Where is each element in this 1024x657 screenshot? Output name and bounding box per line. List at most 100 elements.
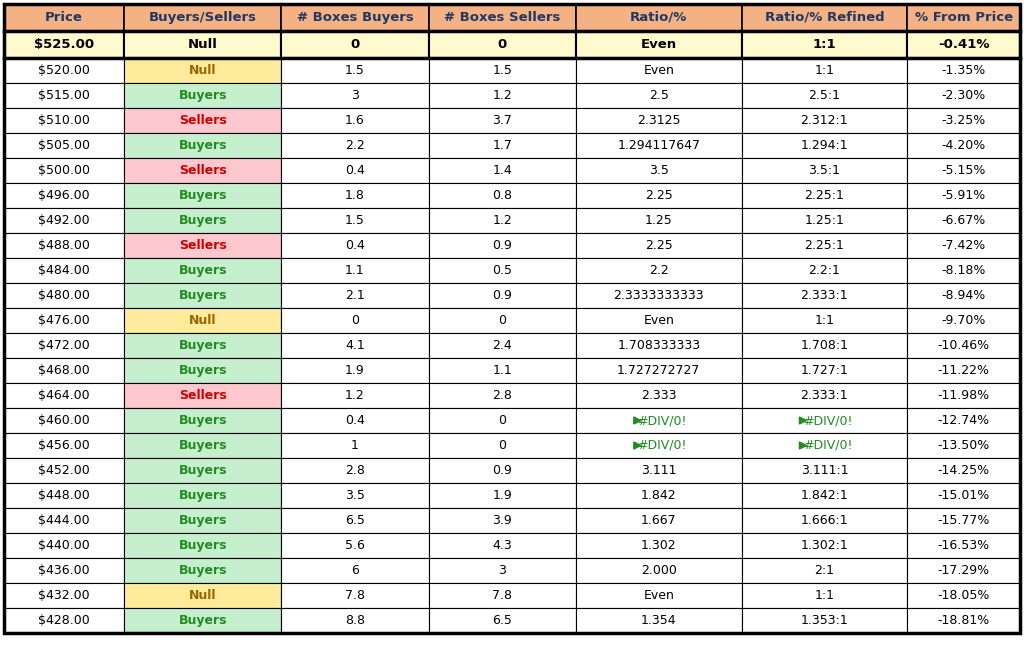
Bar xyxy=(741,358,907,383)
Text: $460.00: $460.00 xyxy=(38,414,90,427)
Text: $464.00: $464.00 xyxy=(38,389,90,402)
Bar xyxy=(907,308,1020,333)
Bar xyxy=(577,558,741,583)
Text: Even: Even xyxy=(643,64,674,77)
Text: 0.9: 0.9 xyxy=(493,239,512,252)
Bar xyxy=(429,208,577,233)
Text: 2.25:1: 2.25:1 xyxy=(805,189,845,202)
Bar xyxy=(4,533,124,558)
Bar xyxy=(741,283,907,308)
Bar xyxy=(907,108,1020,133)
Text: 0: 0 xyxy=(498,38,507,51)
Bar xyxy=(282,233,429,258)
Text: 1.25: 1.25 xyxy=(645,214,673,227)
Bar xyxy=(282,483,429,508)
Bar xyxy=(907,208,1020,233)
Bar xyxy=(124,458,282,483)
Text: $505.00: $505.00 xyxy=(38,139,90,152)
Bar xyxy=(124,333,282,358)
Text: Buyers: Buyers xyxy=(178,489,227,502)
Bar xyxy=(4,283,124,308)
Text: -10.46%: -10.46% xyxy=(938,339,989,352)
Text: -9.70%: -9.70% xyxy=(941,314,986,327)
Bar xyxy=(429,31,577,58)
Bar xyxy=(4,508,124,533)
Text: #DIV/0!: #DIV/0! xyxy=(803,414,852,427)
Bar xyxy=(907,158,1020,183)
Text: 1: 1 xyxy=(351,439,359,452)
Bar xyxy=(907,333,1020,358)
Bar xyxy=(429,508,577,533)
Bar xyxy=(124,83,282,108)
Bar xyxy=(282,83,429,108)
Text: 2.3333333333: 2.3333333333 xyxy=(613,289,705,302)
Bar xyxy=(429,58,577,83)
Bar xyxy=(577,83,741,108)
Text: 1.2: 1.2 xyxy=(493,214,512,227)
Bar xyxy=(741,233,907,258)
Bar xyxy=(124,58,282,83)
Bar xyxy=(4,383,124,408)
Text: Even: Even xyxy=(643,589,674,602)
Text: 2.000: 2.000 xyxy=(641,564,677,577)
Text: Buyers: Buyers xyxy=(178,464,227,477)
Text: $496.00: $496.00 xyxy=(38,189,90,202)
Bar xyxy=(577,383,741,408)
Bar xyxy=(124,433,282,458)
Text: 1:1: 1:1 xyxy=(814,589,835,602)
Bar xyxy=(429,133,577,158)
Text: $488.00: $488.00 xyxy=(38,239,90,252)
Text: Sellers: Sellers xyxy=(179,114,226,127)
Text: 7.8: 7.8 xyxy=(345,589,365,602)
Text: 3.9: 3.9 xyxy=(493,514,512,527)
Bar xyxy=(124,283,282,308)
Bar xyxy=(907,508,1020,533)
Bar xyxy=(282,208,429,233)
Bar xyxy=(282,31,429,58)
Text: Buyers/Sellers: Buyers/Sellers xyxy=(148,11,257,24)
Text: Null: Null xyxy=(187,38,217,51)
Text: Price: Price xyxy=(45,11,83,24)
Bar xyxy=(577,408,741,433)
Text: -5.15%: -5.15% xyxy=(941,164,986,177)
Text: 2.312:1: 2.312:1 xyxy=(801,114,848,127)
Bar xyxy=(741,308,907,333)
Text: Sellers: Sellers xyxy=(179,239,226,252)
Text: 1.4: 1.4 xyxy=(493,164,512,177)
Text: -11.22%: -11.22% xyxy=(938,364,989,377)
Bar xyxy=(907,383,1020,408)
Bar xyxy=(124,258,282,283)
Bar xyxy=(4,308,124,333)
Text: 5.6: 5.6 xyxy=(345,539,365,552)
Text: -17.29%: -17.29% xyxy=(938,564,989,577)
Text: 1.667: 1.667 xyxy=(641,514,677,527)
Text: 1.2: 1.2 xyxy=(493,89,512,102)
Bar xyxy=(577,258,741,283)
Bar xyxy=(124,208,282,233)
Text: 2.25: 2.25 xyxy=(645,239,673,252)
Bar xyxy=(124,308,282,333)
Text: 1.842:1: 1.842:1 xyxy=(801,489,848,502)
Bar xyxy=(124,358,282,383)
Text: 0: 0 xyxy=(351,314,359,327)
Text: 3.111: 3.111 xyxy=(641,464,677,477)
Text: -15.77%: -15.77% xyxy=(937,514,990,527)
Text: % From Price: % From Price xyxy=(914,11,1013,24)
Text: 1.2: 1.2 xyxy=(345,389,365,402)
Text: 0.5: 0.5 xyxy=(493,264,512,277)
Bar xyxy=(577,283,741,308)
Bar xyxy=(741,4,907,31)
Text: #DIV/0!: #DIV/0! xyxy=(803,439,852,452)
Text: 2.8: 2.8 xyxy=(493,389,512,402)
Bar xyxy=(429,183,577,208)
Text: 2.1: 2.1 xyxy=(345,289,365,302)
Bar xyxy=(907,483,1020,508)
Text: -5.91%: -5.91% xyxy=(941,189,986,202)
Text: Null: Null xyxy=(188,314,216,327)
Text: 0.8: 0.8 xyxy=(493,189,512,202)
Bar xyxy=(4,83,124,108)
Text: 1.8: 1.8 xyxy=(345,189,365,202)
Bar xyxy=(741,583,907,608)
Bar xyxy=(741,58,907,83)
Bar xyxy=(4,408,124,433)
